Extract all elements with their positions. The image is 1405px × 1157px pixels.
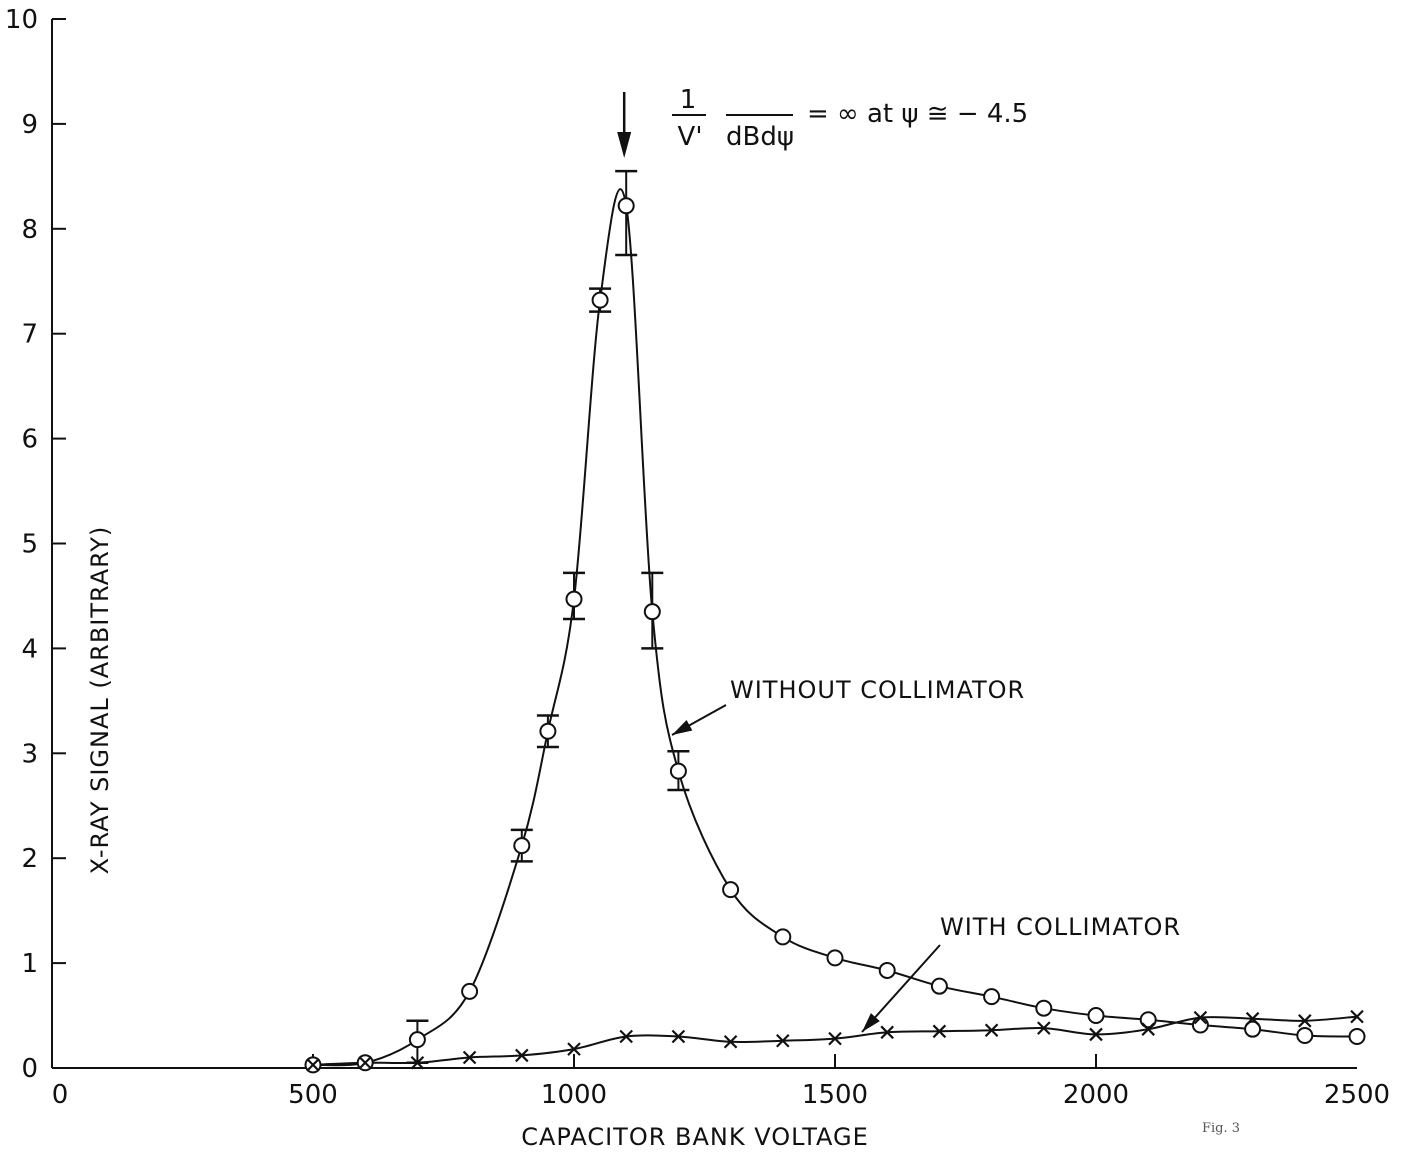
data-point-circle xyxy=(930,977,948,995)
y-tick-label: 7 xyxy=(21,320,38,350)
y-tick-label: 9 xyxy=(21,110,38,140)
y-tick-label: 4 xyxy=(21,634,38,664)
x-tick-label: 0 xyxy=(52,1080,69,1110)
data-point-circle xyxy=(1296,1026,1314,1044)
y-tick-label: 0 xyxy=(21,1054,38,1084)
data-point-x xyxy=(515,1048,529,1063)
y-tick-label: 1 xyxy=(21,949,38,979)
x-tick-label: 2000 xyxy=(1063,1080,1129,1110)
annotation-numerator: 1 xyxy=(680,85,697,115)
x-tick-label: 2500 xyxy=(1324,1080,1390,1110)
leader-arrow-with-collimator xyxy=(861,944,941,1033)
figure-label: Fig. 3 xyxy=(1202,1121,1240,1136)
data-point-circle xyxy=(669,762,687,780)
data-point-circle xyxy=(774,928,792,946)
data-point-circle xyxy=(983,988,1001,1006)
data-point-circle xyxy=(878,961,896,979)
data-point-circle xyxy=(617,197,635,215)
data-point-circle xyxy=(1087,1007,1105,1025)
data-point-x xyxy=(1141,1022,1155,1036)
data-point-x xyxy=(776,1033,790,1048)
series-label-without-collimator: WITHOUT COLLIMATOR xyxy=(730,676,1025,704)
y-tick-label: 6 xyxy=(21,425,38,455)
y-tick-label: 10 xyxy=(5,5,38,35)
data-point-x xyxy=(880,1025,894,1040)
data-point-x xyxy=(932,1024,947,1039)
data-point-circle xyxy=(643,603,661,621)
error-bars xyxy=(406,169,690,1065)
leader-arrow-without-collimator xyxy=(671,704,727,736)
data-point-circle xyxy=(1348,1028,1366,1046)
data-point-x xyxy=(567,1042,581,1056)
data-point-circle xyxy=(826,949,844,967)
data-point-circle xyxy=(408,1031,426,1049)
y-tick-label: 8 xyxy=(21,215,38,245)
data-point-x xyxy=(462,1050,477,1065)
annotation-denominator-right: dBdψ xyxy=(726,122,794,152)
peak-annotation: 1 V' dBdψ = ∞ at ψ ≅ − 4.5 xyxy=(672,85,1028,152)
data-point-circle xyxy=(1035,999,1053,1017)
data-point-circle xyxy=(1139,1011,1157,1029)
y-tick-label: 3 xyxy=(21,739,38,769)
data-point-x xyxy=(671,1029,686,1044)
data-point-x xyxy=(306,1058,320,1072)
data-point-circle xyxy=(591,291,609,309)
peak-arrow xyxy=(617,92,632,158)
y-axis-ticks: 0 1 2 3 4 5 6 7 8 9 10 xyxy=(5,5,66,1084)
data-point-x xyxy=(984,1023,999,1038)
data-point-x xyxy=(410,1055,425,1070)
series-name-without-collimator: WITHOUT COLLIMATOR xyxy=(730,676,1025,704)
data-point-x xyxy=(1298,1014,1312,1028)
data-point-x xyxy=(1350,1009,1364,1024)
data-point-x xyxy=(828,1031,842,1046)
x-axis-title: CAPACITOR BANK VOLTAGE xyxy=(521,1123,869,1151)
data-point-circle xyxy=(1191,1016,1209,1034)
annotation-denominator-left: V' xyxy=(678,122,703,152)
series-name-with-collimator: WITH COLLIMATOR xyxy=(940,913,1181,941)
data-point-x xyxy=(619,1029,633,1044)
y-axis-title: X-RAY SIGNAL (ARBITRARY) xyxy=(86,526,114,875)
data-point-x xyxy=(1037,1021,1051,1035)
data-point-x xyxy=(358,1055,372,1070)
data-point-circle xyxy=(722,881,740,899)
data-point-x xyxy=(1089,1027,1103,1042)
data-point-circle xyxy=(565,590,583,608)
x-tick-label: 1500 xyxy=(802,1080,868,1110)
annotation-text: = ∞ at ψ ≅ − 4.5 xyxy=(807,99,1028,129)
data-point-x xyxy=(1193,1010,1208,1025)
data-point-circle xyxy=(461,982,479,1000)
label-arrows xyxy=(671,704,941,1033)
data-point-circle xyxy=(1244,1020,1262,1038)
data-point-x xyxy=(1245,1011,1260,1026)
data-point-x xyxy=(723,1034,738,1049)
x-tick-label: 1000 xyxy=(541,1080,607,1110)
markers xyxy=(304,197,1366,1074)
peak-arrow-head xyxy=(617,132,632,158)
y-tick-label: 2 xyxy=(21,844,38,874)
x-tick-label: 500 xyxy=(288,1080,338,1110)
data-point-circle xyxy=(513,837,531,855)
data-point-circle xyxy=(539,722,557,740)
y-tick-label: 5 xyxy=(21,530,38,560)
x-axis-ticks: 0 500 1000 1500 2000 2500 xyxy=(52,1054,1390,1110)
series-label-with-collimator: WITH COLLIMATOR xyxy=(940,913,1181,941)
